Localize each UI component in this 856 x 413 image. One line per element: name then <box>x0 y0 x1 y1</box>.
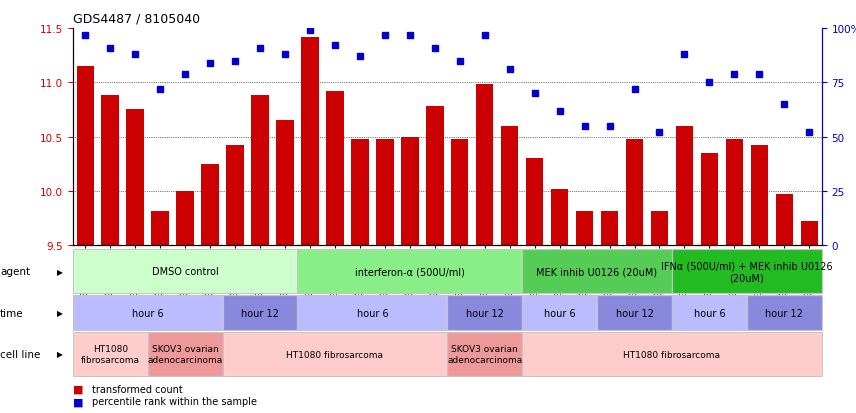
Bar <box>776 195 793 246</box>
Bar <box>276 121 294 246</box>
Text: HT1080 fibrosarcoma: HT1080 fibrosarcoma <box>287 350 383 358</box>
Bar <box>102 96 119 246</box>
Text: transformed count: transformed count <box>92 384 182 394</box>
Text: percentile rank within the sample: percentile rank within the sample <box>92 396 257 406</box>
Text: hour 12: hour 12 <box>241 308 279 318</box>
Text: HT1080 fibrosarcoma: HT1080 fibrosarcoma <box>623 350 721 358</box>
Bar <box>252 96 269 246</box>
Bar <box>326 92 343 246</box>
Text: HT1080
fibrosarcoma: HT1080 fibrosarcoma <box>80 344 140 364</box>
Bar <box>651 211 669 246</box>
Text: hour 12: hour 12 <box>466 308 503 318</box>
Bar <box>127 110 144 246</box>
Bar <box>551 190 568 246</box>
Text: ▶: ▶ <box>57 267 62 276</box>
Bar <box>800 222 818 246</box>
Bar <box>152 211 169 246</box>
Bar <box>601 211 618 246</box>
Bar <box>201 164 219 246</box>
Bar <box>626 140 643 246</box>
Bar <box>351 140 369 246</box>
Text: hour 6: hour 6 <box>357 308 388 318</box>
Bar <box>701 154 718 246</box>
Bar <box>301 38 318 246</box>
Text: MEK inhib U0126 (20uM): MEK inhib U0126 (20uM) <box>537 266 657 277</box>
Bar <box>451 140 468 246</box>
Text: SKOV3 ovarian
adenocarcinoma: SKOV3 ovarian adenocarcinoma <box>447 344 522 364</box>
Text: ■: ■ <box>73 396 83 406</box>
Text: time: time <box>0 308 24 318</box>
Text: interferon-α (500U/ml): interferon-α (500U/ml) <box>355 266 465 277</box>
Text: hour 6: hour 6 <box>132 308 163 318</box>
Text: ▶: ▶ <box>57 350 62 358</box>
Bar <box>176 192 193 246</box>
Bar <box>726 140 743 246</box>
Bar <box>576 211 593 246</box>
Bar <box>476 85 493 246</box>
Bar <box>501 126 519 246</box>
Text: hour 6: hour 6 <box>544 308 575 318</box>
Text: GDS4487 / 8105040: GDS4487 / 8105040 <box>73 12 200 25</box>
Bar <box>426 107 443 246</box>
Text: IFNα (500U/ml) + MEK inhib U0126
(20uM): IFNα (500U/ml) + MEK inhib U0126 (20uM) <box>661 261 833 282</box>
Bar <box>526 159 544 246</box>
Text: agent: agent <box>0 266 30 277</box>
Text: cell line: cell line <box>0 349 40 359</box>
Bar <box>376 140 394 246</box>
Bar <box>751 146 768 246</box>
Bar <box>226 146 244 246</box>
Text: ■: ■ <box>73 384 83 394</box>
Text: hour 6: hour 6 <box>693 308 725 318</box>
Text: ▶: ▶ <box>57 309 62 317</box>
Text: hour 12: hour 12 <box>615 308 653 318</box>
Bar <box>675 126 693 246</box>
Text: DMSO control: DMSO control <box>152 266 218 277</box>
Text: SKOV3 ovarian
adenocarcinoma: SKOV3 ovarian adenocarcinoma <box>147 344 223 364</box>
Text: hour 12: hour 12 <box>765 308 803 318</box>
Bar <box>401 137 419 246</box>
Bar <box>76 67 94 246</box>
